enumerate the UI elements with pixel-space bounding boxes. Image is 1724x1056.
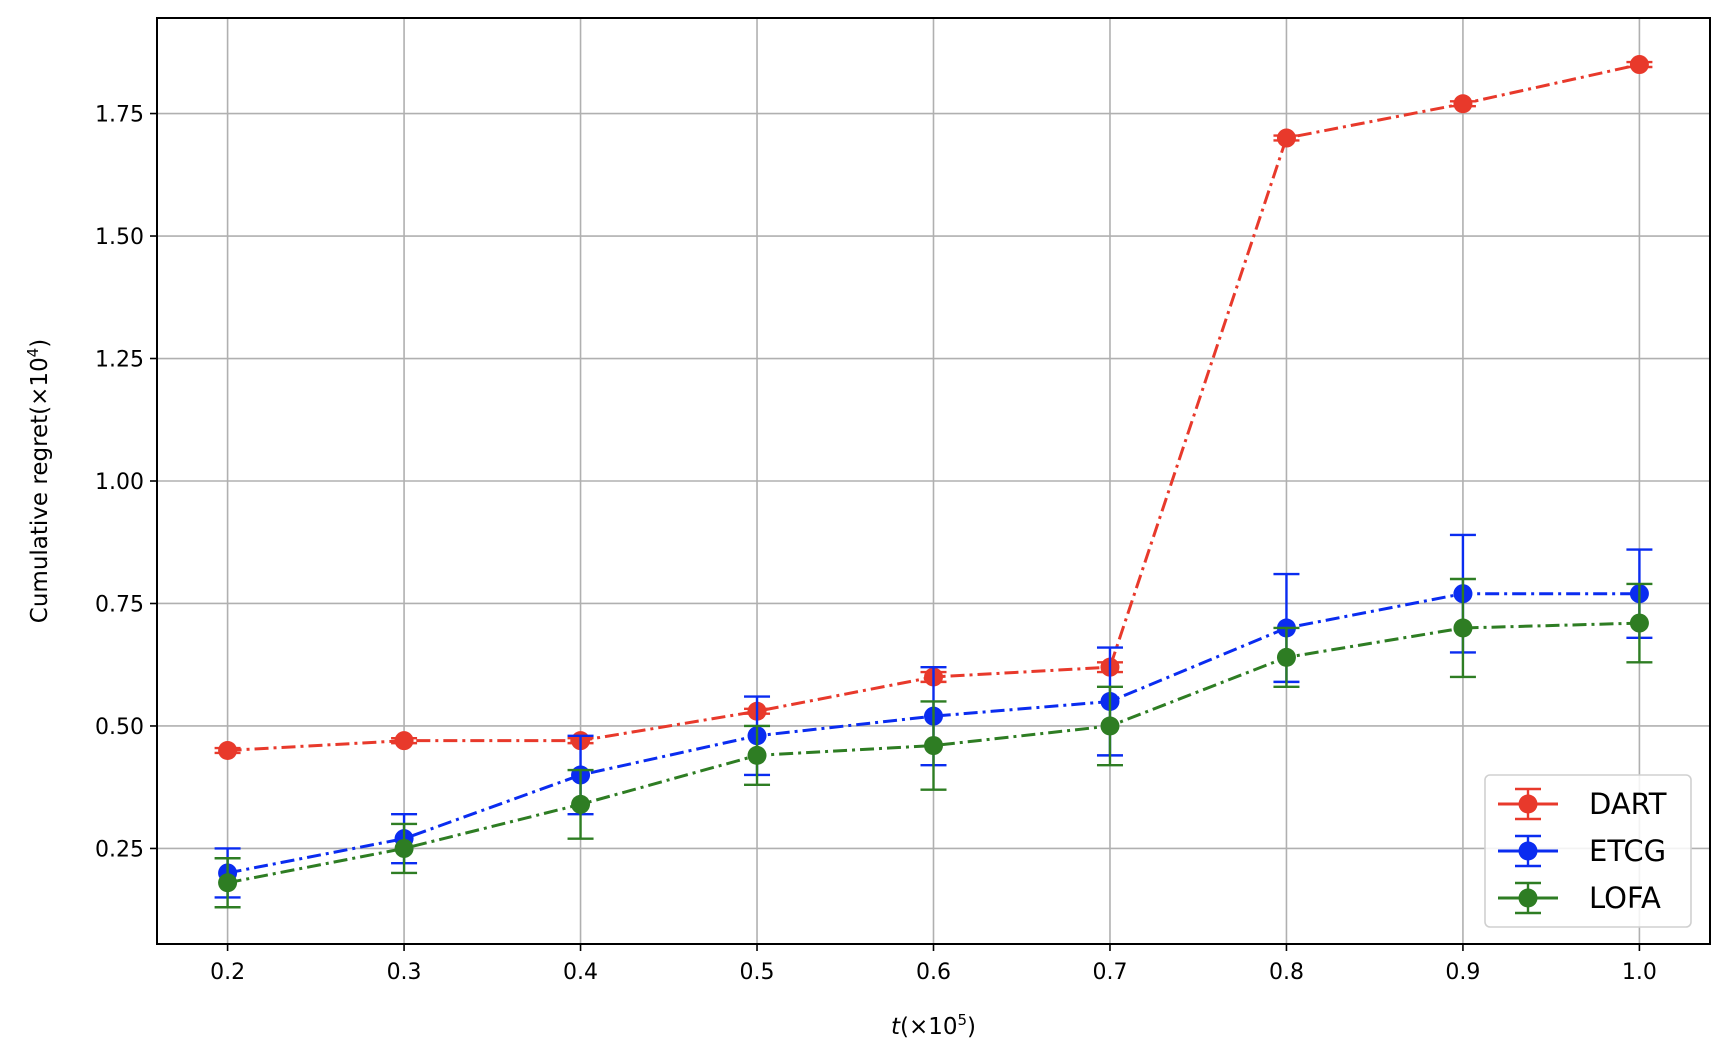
x-tick-label: 0.9 bbox=[1445, 960, 1480, 985]
data-point-lofa bbox=[1276, 647, 1296, 667]
y-axis-label: Cumulative regret(×104) bbox=[24, 339, 53, 623]
x-tick-label: 0.2 bbox=[210, 960, 245, 985]
x-tick-label: 0.4 bbox=[563, 960, 598, 985]
x-tick-label: 0.7 bbox=[1092, 960, 1127, 985]
data-point-lofa bbox=[1629, 613, 1649, 633]
y-tick-label: 0.75 bbox=[95, 592, 144, 617]
legend-label-etcg: ETCG bbox=[1589, 834, 1666, 868]
legend-marker-lofa bbox=[1518, 888, 1538, 908]
data-point-lofa bbox=[218, 873, 238, 893]
legend-label-lofa: LOFA bbox=[1589, 881, 1661, 915]
y-tick-label: 1.25 bbox=[95, 348, 144, 373]
data-point-dart bbox=[1629, 55, 1649, 75]
y-tick-label: 0.50 bbox=[95, 715, 144, 740]
data-point-lofa bbox=[394, 838, 414, 858]
legend-box bbox=[1484, 774, 1692, 928]
data-point-dart bbox=[218, 740, 238, 760]
y-tick-label: 1.00 bbox=[95, 470, 144, 495]
legend-label-dart: DART bbox=[1589, 787, 1667, 821]
x-tick-label: 0.8 bbox=[1269, 960, 1304, 985]
y-axis-label-close: ) bbox=[27, 339, 53, 348]
grid bbox=[157, 18, 1710, 944]
data-point-lofa bbox=[571, 794, 591, 814]
y-tick-label: 1.50 bbox=[95, 225, 144, 250]
data-point-lofa bbox=[747, 745, 767, 765]
x-tick-label: 1.0 bbox=[1622, 960, 1657, 985]
x-axis-ticks: 0.2 0.3 0.4 0.5 0.6 0.7 0.8 0.9 1.0 bbox=[210, 944, 1657, 985]
x-axis-label-close: ) bbox=[967, 1014, 976, 1040]
data-point-lofa bbox=[924, 736, 943, 756]
data-point-lofa bbox=[1453, 618, 1473, 638]
data-point-lofa bbox=[1100, 716, 1120, 736]
legend-entry-etcg: ETCG bbox=[1498, 834, 1666, 868]
x-tick-label: 0.6 bbox=[916, 960, 951, 985]
data-point-dart bbox=[1453, 94, 1473, 114]
x-axis-label: t(×105) bbox=[891, 1011, 976, 1040]
legend: DART ETCG LOFA bbox=[1484, 774, 1692, 928]
legend-entry-dart: DART bbox=[1498, 787, 1667, 821]
y-axis-label-main: Cumulative regret(×10 bbox=[27, 357, 53, 623]
x-tick-label: 0.5 bbox=[740, 960, 775, 985]
x-axis-label-unit: (×10 bbox=[900, 1014, 958, 1040]
data-point-dart bbox=[1276, 128, 1296, 148]
legend-marker-dart bbox=[1518, 794, 1538, 814]
x-axis-label-exp: 5 bbox=[958, 1011, 968, 1029]
series-lofa bbox=[214, 577, 1653, 909]
y-tick-label: 1.75 bbox=[95, 103, 144, 128]
y-axis-label-exp: 4 bbox=[24, 348, 42, 358]
legend-entry-lofa: LOFA bbox=[1498, 881, 1661, 915]
y-axis-ticks: 0.25 0.50 0.75 1.00 1.25 1.50 1.75 bbox=[95, 103, 157, 862]
y-tick-label: 0.25 bbox=[95, 837, 144, 862]
x-axis-label-main: t bbox=[891, 1014, 901, 1040]
legend-marker-etcg bbox=[1518, 841, 1538, 861]
x-tick-label: 0.3 bbox=[387, 960, 422, 985]
data-point-dart bbox=[394, 731, 414, 751]
series-layer bbox=[214, 55, 1653, 909]
